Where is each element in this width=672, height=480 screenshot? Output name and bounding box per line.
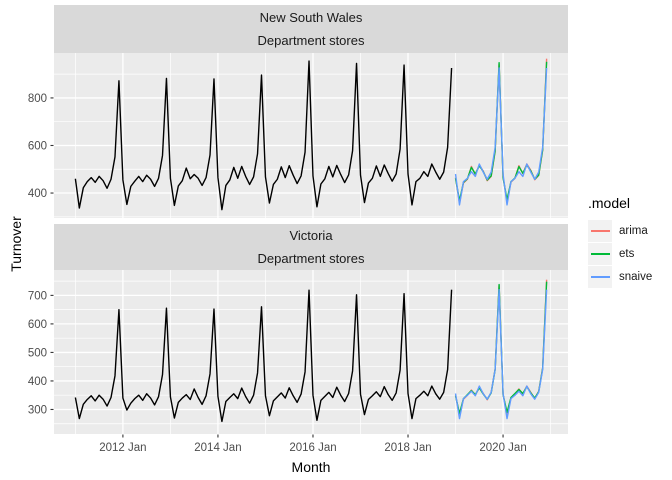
y-axis-title: Turnover	[8, 216, 24, 272]
strip-industry-label: Department stores	[257, 251, 365, 266]
svg-text:2020 Jan: 2020 Jan	[479, 442, 526, 454]
strip-industry-label: Department stores	[257, 33, 365, 48]
strip-state-label: Victoria	[289, 228, 333, 243]
svg-text:2018 Jan: 2018 Jan	[384, 442, 431, 454]
svg-text:2016 Jan: 2016 Jan	[289, 442, 336, 454]
legend-title: .model	[588, 195, 631, 211]
svg-text:300: 300	[28, 404, 47, 416]
legend-item-label: arima	[619, 225, 648, 237]
legend-item: ets	[588, 243, 652, 265]
legend-key-line-snaive	[590, 276, 610, 278]
facet-strip-vic: Victoria Department stores	[54, 224, 568, 270]
legend-item: snaive	[588, 266, 652, 288]
legend-key	[588, 266, 612, 288]
legend-key	[588, 243, 612, 265]
svg-text:500: 500	[28, 347, 47, 359]
strip-state-label: New South Wales	[259, 10, 363, 25]
legend: .model arima ets snaive	[588, 195, 652, 289]
svg-text:400: 400	[28, 188, 47, 200]
legend-key-line-ets	[590, 253, 610, 255]
x-axis-title: Month	[291, 459, 331, 475]
legend-item-label: snaive	[619, 271, 653, 283]
legend-key-line-arima	[590, 230, 610, 232]
svg-text:600: 600	[28, 140, 47, 152]
svg-text:2012 Jan: 2012 Jan	[99, 442, 146, 454]
svg-text:700: 700	[28, 290, 47, 302]
facet-strip-nsw: New South Wales Department stores	[54, 5, 568, 53]
svg-text:400: 400	[28, 376, 47, 388]
svg-text:2014 Jan: 2014 Jan	[194, 442, 241, 454]
legend-key	[588, 220, 612, 242]
svg-text:600: 600	[28, 319, 47, 331]
legend-item-label: ets	[619, 248, 635, 260]
svg-text:800: 800	[28, 93, 47, 105]
legend-item: arima	[588, 220, 652, 242]
